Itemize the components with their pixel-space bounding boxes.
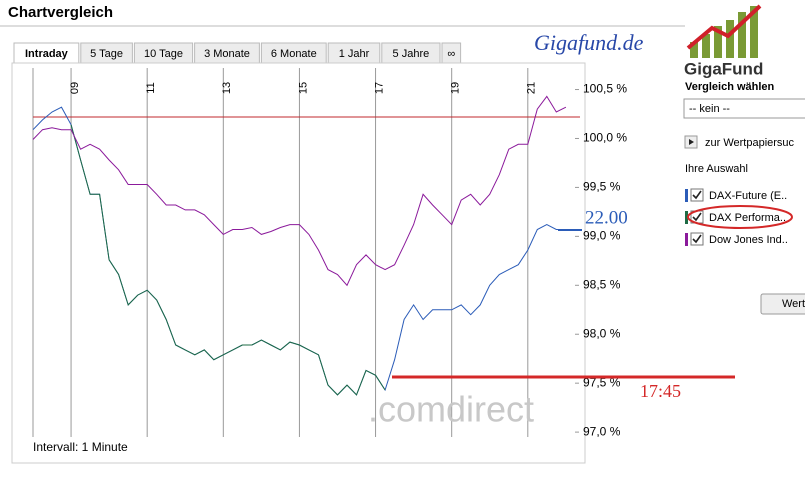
selection-title: Ihre Auswahl <box>685 163 748 175</box>
select-text: -- kein -- <box>689 103 730 115</box>
checkmark <box>692 234 702 244</box>
tab-label: 1 Jahr <box>339 48 370 60</box>
checkmark <box>692 212 702 222</box>
tab-label: Intraday <box>25 48 69 60</box>
highlight <box>687 205 793 229</box>
tab-label: 5 Jahre <box>393 48 430 60</box>
annotation: 17:45 <box>640 381 681 401</box>
legend-swatch <box>685 189 688 202</box>
plot: 09 11 13 15 17 19 21 97,0 % 97,5 % 98,0 % 98,5 % 99… <box>32 68 627 438</box>
x-tick-label: 17 <box>373 82 385 94</box>
tab-bar: Intraday 5 Tage 10 Tage 3 Monate 6 Monate 1 J… <box>13 42 462 64</box>
y-tick-label: 98,0 % <box>583 326 621 340</box>
annotation: 22.00 <box>585 207 628 228</box>
button[interactable] <box>760 293 805 315</box>
legend-swatch <box>685 211 688 224</box>
legend-label: Dow Jones Ind.. <box>709 234 788 246</box>
site-name: Gigafund.de <box>534 30 644 55</box>
watermark: .comdirect <box>368 389 534 430</box>
legend: DAX-Future (E.. DAX Performa.. Dow Jones I… <box>685 188 788 246</box>
arrow-icon <box>689 139 694 145</box>
checkbox[interactable] <box>690 232 704 246</box>
x-tick-label: 21 <box>526 82 538 94</box>
series-line <box>32 95 567 287</box>
x-tick-label: 13 <box>221 82 233 94</box>
y-tick-label: 97,5 % <box>583 375 621 389</box>
tab-label: 10 Tage <box>144 48 183 60</box>
y-tick-label: 100,0 % <box>583 131 627 145</box>
tab-label: 5 Tage <box>90 48 123 60</box>
y-tick-label: 100,5 % <box>583 82 627 96</box>
x-tick-label: 09 <box>69 82 81 94</box>
y-tick-label: 99,5 % <box>583 180 621 194</box>
chart-frame <box>11 62 586 464</box>
series-line <box>70 124 386 396</box>
y-tick-label: 99,0 % <box>583 229 621 243</box>
tab-label: 3 Monate <box>204 48 250 60</box>
select[interactable] <box>683 98 805 119</box>
tab-label: 6 Monate <box>271 48 317 60</box>
search-link[interactable]: zur Wertpapiersuc <box>705 137 795 149</box>
button-text: Wert <box>782 298 805 310</box>
tab-label: ∞ <box>447 48 455 60</box>
x-tick-label: 15 <box>297 82 309 94</box>
checkmark <box>692 190 702 200</box>
checkbox[interactable] <box>690 188 704 202</box>
sidebar-title: Vergleich wählen <box>685 81 775 93</box>
footer: Intervall: 1 Minute <box>33 440 128 454</box>
legend-swatch <box>685 233 688 246</box>
x-tick-label: 11 <box>145 82 157 93</box>
logo: GigaFund <box>684 4 763 78</box>
y-tick-label: 98,5 % <box>583 277 621 291</box>
logo-text: GigaFund <box>684 59 763 78</box>
y-tick-label: 97,0 % <box>583 424 621 438</box>
legend-label: DAX-Future (E.. <box>709 190 787 202</box>
page-title: Chartvergleich <box>8 4 113 21</box>
x-tick-label: 19 <box>450 82 462 94</box>
legend-label: DAX Performa.. <box>709 212 786 224</box>
